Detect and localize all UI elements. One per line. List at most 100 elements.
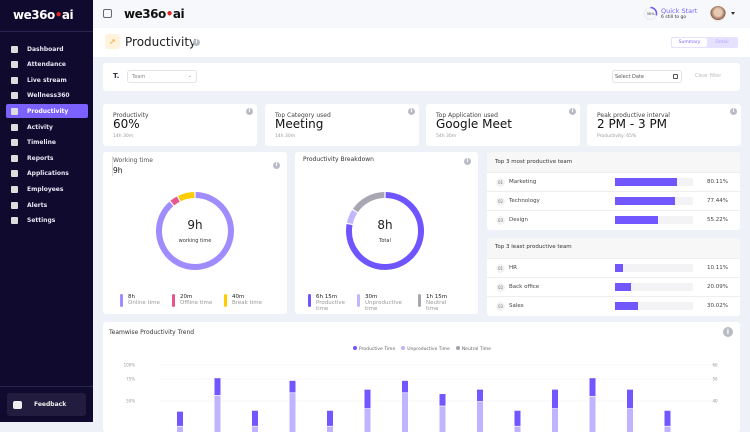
feedback-button[interactable]: Feedback xyxy=(7,393,86,416)
kpi-value: Meeting xyxy=(275,117,324,131)
info-icon[interactable]: i xyxy=(569,108,576,115)
legend-item: 8h Online time xyxy=(120,294,160,307)
least-productive-card: Top 3 least productive team 01 HR 10.11% 02… xyxy=(487,238,740,316)
summary-tab[interactable]: Summary xyxy=(672,38,707,47)
kpi-card: Top Category used Meeting 14h 30m i xyxy=(265,104,419,146)
sidebar-item-activity[interactable]: Activity xyxy=(6,120,88,134)
info-icon[interactable]: i xyxy=(464,158,471,165)
bell-icon xyxy=(11,201,18,209)
clear-filter-button[interactable]: Clear filter xyxy=(695,73,722,79)
sidebar-item-live-stream[interactable]: Live stream xyxy=(6,73,88,87)
sidebar-item-applications[interactable]: Applications xyxy=(6,167,88,181)
team-select[interactable]: Team ⌄ xyxy=(127,70,197,83)
y-tick-left: 75% xyxy=(126,377,135,382)
kpi-sub: 54h 30m xyxy=(436,134,457,139)
sidebar-toggle-icon[interactable] xyxy=(103,9,112,18)
bar-unproductive xyxy=(514,426,521,432)
progress-fill xyxy=(615,283,631,291)
legend-swatch xyxy=(418,294,421,307)
sidebar-item-label: Attendance xyxy=(27,61,66,69)
bar-productive xyxy=(402,380,408,393)
kpi-label: Productivity xyxy=(113,112,149,119)
legend-swatch xyxy=(308,294,311,307)
chevron-down-icon[interactable] xyxy=(731,12,735,15)
team-percent: 80.11% xyxy=(707,179,728,185)
bar-productive xyxy=(364,389,371,409)
donut-segment xyxy=(170,196,180,206)
legend-dot xyxy=(401,346,406,350)
sidebar-item-label: Live stream xyxy=(27,76,67,84)
quick-start-link[interactable]: Quick Start xyxy=(661,7,698,15)
sidebar-item-productivity[interactable]: Productivity xyxy=(6,104,88,119)
progress-fill xyxy=(615,197,676,205)
info-icon[interactable]: i xyxy=(246,108,253,115)
progress-track xyxy=(615,178,693,186)
bar-productive xyxy=(589,378,596,396)
team-percent: 20.09% xyxy=(707,284,728,290)
header-logo: we36o•ai xyxy=(124,7,185,21)
legend-value: 8h xyxy=(128,294,135,300)
sidebar-item-dashboard[interactable]: Dashboard xyxy=(6,42,88,56)
info-icon[interactable]: i xyxy=(273,162,280,169)
sidebar-item-reports[interactable]: Reports xyxy=(6,151,88,165)
timeline-icon xyxy=(11,139,18,147)
info-icon[interactable]: i xyxy=(730,108,737,115)
bar-unproductive xyxy=(289,393,296,432)
filter-icon: T. xyxy=(113,72,120,80)
kpi-value: Google Meet xyxy=(436,117,512,131)
team-row: 03 Design 55.22% xyxy=(487,210,740,229)
info-icon[interactable]: i xyxy=(193,39,200,46)
broadcast-icon xyxy=(11,76,18,84)
legend-item[interactable]: Unproductive Time xyxy=(401,346,450,352)
employees-icon xyxy=(11,185,18,193)
progress-track xyxy=(615,264,693,272)
applications-icon xyxy=(11,170,18,178)
rank-badge: 01 xyxy=(496,264,505,273)
legend-item[interactable]: Neutral Time xyxy=(455,346,491,352)
info-icon[interactable]: i xyxy=(723,327,733,337)
sidebar-item-wellness360[interactable]: Wellness360 xyxy=(6,89,88,103)
wellness-icon xyxy=(11,92,18,100)
sidebar-item-label: Settings xyxy=(27,217,56,225)
bar-unproductive xyxy=(402,393,408,432)
donut-segment xyxy=(346,209,358,225)
info-icon[interactable]: i xyxy=(408,108,415,115)
legend-label: Online time xyxy=(128,300,160,306)
sidebar-item-employees[interactable]: Employees xyxy=(6,182,88,196)
team-name: Sales xyxy=(509,303,524,309)
trend-card: Teamwise Productivity Trend i Productive… xyxy=(103,322,740,432)
progress-track xyxy=(615,302,693,310)
donut-segment xyxy=(156,192,234,270)
avatar[interactable] xyxy=(710,6,726,22)
legend-swatch xyxy=(172,294,175,307)
progress-track xyxy=(615,197,693,205)
sidebar-item-attendance[interactable]: Attendance xyxy=(6,58,88,72)
sidebar-item-label: Employees xyxy=(27,185,64,193)
legend-item[interactable]: Productive Time xyxy=(353,346,395,352)
rank-badge: 02 xyxy=(496,283,505,292)
progress-fill xyxy=(615,178,678,186)
bar-productive xyxy=(552,389,558,409)
bar-unproductive xyxy=(364,409,371,432)
legend-value: 6h 15m xyxy=(316,294,338,300)
legend-dot xyxy=(455,346,460,350)
progress-track xyxy=(615,283,693,291)
sidebar-item-settings[interactable]: Settings xyxy=(6,214,88,228)
sidebar-item-alerts[interactable]: Alerts xyxy=(6,198,88,212)
feedback-icon xyxy=(13,400,22,409)
productivity-breakdown-donut xyxy=(346,192,424,270)
pie-icon xyxy=(11,123,18,131)
sidebar-item-label: Productivity xyxy=(27,107,69,115)
quick-start-progress-ring: 30% xyxy=(643,6,658,21)
legend-label: Neutral Time xyxy=(461,347,491,352)
reports-icon xyxy=(11,154,18,162)
legend-label: Unproductive Time xyxy=(407,347,450,352)
card-title: Top 3 most productive team xyxy=(495,159,573,165)
detail-tab[interactable]: Detail xyxy=(715,40,729,45)
bar-unproductive xyxy=(477,401,483,432)
kpi-label: Peak productive interval xyxy=(597,112,670,119)
date-picker[interactable]: Select Date xyxy=(612,70,682,83)
sidebar-item-timeline[interactable]: Timeline xyxy=(6,136,88,150)
most-productive-card: Top 3 most productive team 01 Marketing 80… xyxy=(487,152,740,230)
kpi-value: 60% xyxy=(113,117,140,131)
